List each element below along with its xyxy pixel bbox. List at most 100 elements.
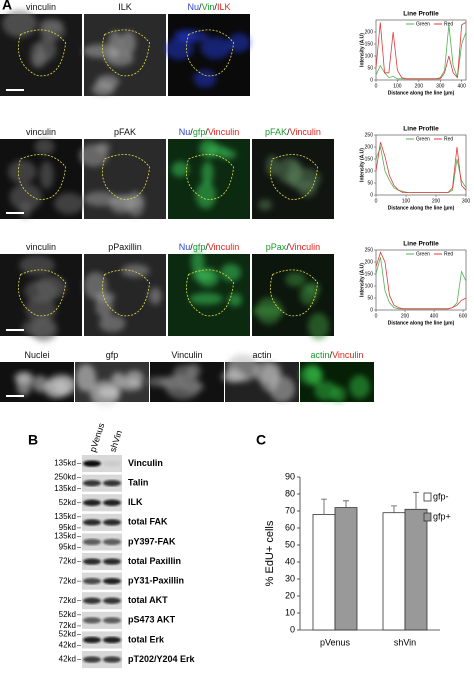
micrograph [0, 362, 77, 402]
micrograph [0, 9, 82, 96]
y-tick-label: 0 [370, 192, 373, 198]
cell [349, 375, 370, 399]
cells [14, 371, 77, 399]
blot-strip [82, 553, 122, 571]
size-marker: 135kd [54, 512, 76, 521]
y-tick-label: 200 [365, 259, 374, 265]
cell [25, 295, 57, 323]
cell [193, 69, 217, 88]
size-marker: 95kd [59, 523, 76, 532]
y-tick-label: 50 [367, 180, 373, 186]
size-marker: 52kd [59, 498, 76, 507]
size-marker: 72kd [59, 557, 76, 566]
label-part: Vinculin [332, 350, 363, 360]
x-tick-label: 0 [375, 198, 378, 204]
cell [37, 36, 57, 61]
x-tick-label: 200 [401, 313, 410, 319]
label-part: pPax [266, 242, 287, 252]
legend-label: Green [416, 136, 430, 142]
micrograph [299, 362, 374, 403]
label-part: vinculin [26, 127, 56, 137]
protein-label: total Paxillin [128, 556, 181, 566]
cell-outline [270, 269, 319, 317]
cell-outline [18, 269, 67, 317]
micrograph [252, 139, 334, 219]
y-axis-label: Intensity (A.U) [359, 263, 365, 297]
profile-line [375, 22, 467, 80]
cell [19, 201, 32, 219]
lane-label: pVenus [88, 421, 107, 453]
y-tick-label: 10 [285, 607, 295, 617]
blot-band [83, 558, 101, 565]
size-marker: 250kd [54, 473, 76, 482]
micrograph [82, 14, 166, 97]
plot-frame [375, 134, 467, 196]
micrograph [168, 139, 250, 219]
cell [7, 160, 37, 184]
cell [96, 142, 111, 153]
size-marker: 72kd [59, 576, 76, 585]
label-part: pFAK [114, 127, 136, 137]
size-marker: 135kd [54, 484, 76, 493]
blot-band [103, 636, 121, 644]
x-tick-label: 0 [375, 313, 378, 319]
size-marker: 135kd [54, 459, 76, 468]
cell [43, 379, 69, 399]
blot-strip [82, 611, 122, 629]
x-tick-label: shVin [394, 637, 416, 647]
label-part: ILK [217, 2, 231, 12]
y-tick-label: 150 [365, 271, 374, 277]
protein-label: total Erk [128, 634, 165, 644]
image-label: vinculin [26, 242, 56, 252]
blot-strip [82, 455, 122, 473]
cell [285, 272, 306, 287]
y-tick-label: 200 [365, 29, 374, 35]
label-part: pFAK [265, 127, 287, 137]
cell [178, 30, 209, 43]
plot-frame [375, 249, 467, 311]
cells [164, 29, 251, 88]
x-axis-label: Distance along the line (µm) [388, 90, 455, 96]
x-tick-label: 100 [393, 83, 402, 89]
label-part: Nu [179, 242, 191, 252]
image-label: pFAK/Vinculin [265, 127, 321, 137]
profile-line [375, 251, 467, 310]
label-part: actin [311, 350, 330, 360]
cell [200, 37, 231, 59]
micrograph [0, 138, 85, 219]
label-part: Vinculin [208, 127, 239, 137]
blot-strip [82, 513, 122, 531]
x-tick-label: 300 [436, 83, 445, 89]
blot-band [83, 479, 101, 487]
y-tick-label: 0 [370, 307, 373, 313]
y-axis-label: % EdU+ cells [264, 520, 276, 586]
image-label: ILK [118, 2, 132, 12]
size-marker: 42kd [59, 655, 76, 664]
micrograph [146, 362, 224, 402]
y-tick-label: 100 [365, 283, 374, 289]
image-label: Nu/gfp/Vinculin [179, 242, 239, 252]
blot-band [83, 519, 101, 526]
blot-band [83, 577, 101, 585]
blot-band [83, 636, 101, 644]
cell [146, 376, 170, 387]
blot-band [103, 656, 121, 663]
blot-band [103, 519, 121, 526]
chart-title: Line Profile [403, 241, 439, 248]
label-part: actin [252, 350, 271, 360]
blot-strip [82, 494, 122, 512]
panel-label: C [256, 432, 266, 448]
blot-band [103, 538, 121, 546]
protein-label: pY397-FAK [128, 536, 176, 546]
cell [117, 379, 143, 391]
cell [97, 386, 121, 398]
blot-strip [82, 592, 122, 610]
bar [382, 512, 406, 631]
chart-title: Line Profile [403, 126, 439, 133]
legend-label: Red [444, 251, 453, 257]
error-bar [391, 505, 397, 513]
cells [75, 364, 144, 408]
label-part: gfp [193, 127, 206, 137]
bar [312, 514, 336, 631]
blot-strip [82, 631, 122, 649]
